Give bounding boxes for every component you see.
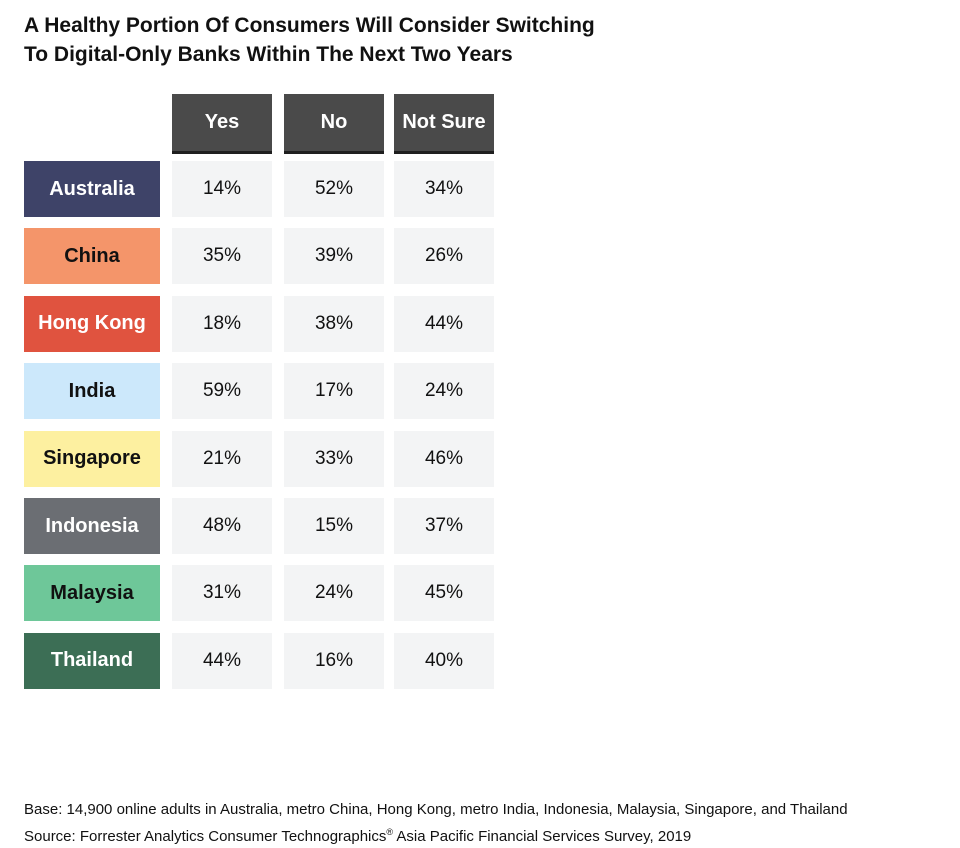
- table-cell: 52%: [284, 161, 384, 217]
- table-cell: 44%: [394, 295, 494, 352]
- row-label: Singapore: [24, 430, 160, 487]
- table-cell: 59%: [172, 363, 272, 420]
- table-cell: 16%: [284, 632, 384, 689]
- registered-mark: ®: [386, 827, 394, 837]
- column-header: Yes: [172, 94, 272, 154]
- column-header: Not Sure: [394, 94, 494, 154]
- table-cell: 15%: [284, 498, 384, 554]
- table-cell: 40%: [394, 632, 494, 689]
- row-label: Malaysia: [24, 565, 160, 622]
- footnote-source-text: Source: Forrester Analytics Consumer Tec…: [24, 828, 387, 845]
- table-cell: 34%: [394, 161, 494, 217]
- chart-title-line-2: To Digital-Only Banks Within The Next Tw…: [24, 43, 513, 66]
- table-cell: 17%: [284, 363, 384, 420]
- table-cell: 39%: [284, 228, 384, 285]
- column-header: No: [284, 94, 384, 154]
- chart-title-line-1: A Healthy Portion Of Consumers Will Cons…: [24, 14, 595, 37]
- row-label: Hong Kong: [24, 295, 160, 352]
- row-label: India: [24, 363, 160, 420]
- table-cell: 46%: [394, 430, 494, 487]
- footnote-source-suffix: Asia Pacific Financial Services Survey, …: [393, 828, 692, 845]
- table-cell: 24%: [284, 565, 384, 622]
- table-cell: 21%: [172, 430, 272, 487]
- table-cell: 38%: [284, 295, 384, 352]
- table-cell: 26%: [394, 228, 494, 285]
- row-label: Indonesia: [24, 498, 160, 554]
- table-cell: 44%: [172, 632, 272, 689]
- footnote: Base: 14,900 online adults in Australia,…: [24, 799, 848, 848]
- table-cell: 31%: [172, 565, 272, 622]
- row-label: China: [24, 228, 160, 285]
- chart-title: A Healthy Portion Of Consumers Will Cons…: [24, 11, 724, 69]
- table-cell: 45%: [394, 565, 494, 622]
- row-label: Australia: [24, 161, 160, 217]
- table-cell: 24%: [394, 363, 494, 420]
- table-cell: 35%: [172, 228, 272, 285]
- table-cell: 37%: [394, 498, 494, 554]
- table-cell: 33%: [284, 430, 384, 487]
- footnote-source: Source: Forrester Analytics Consumer Tec…: [24, 821, 848, 848]
- table-cell: 14%: [172, 161, 272, 217]
- row-label: Thailand: [24, 632, 160, 689]
- footnote-base: Base: 14,900 online adults in Australia,…: [24, 801, 848, 818]
- table-cell: 48%: [172, 498, 272, 554]
- table-cell: 18%: [172, 295, 272, 352]
